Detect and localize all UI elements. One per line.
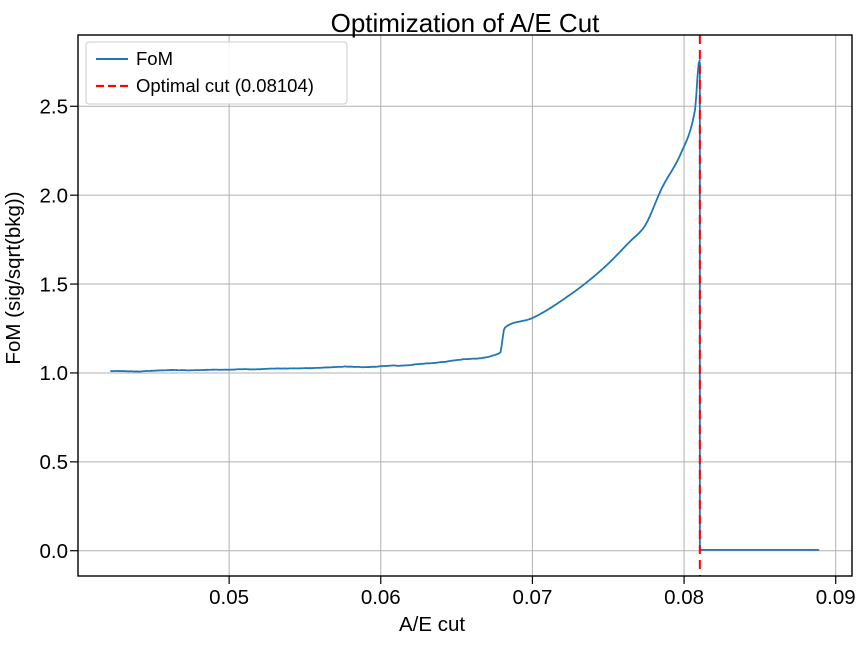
svg-text:0.07: 0.07 [512,586,552,609]
svg-text:0.5: 0.5 [40,451,69,474]
svg-text:FoM: FoM [136,48,173,69]
svg-text:0.06: 0.06 [361,586,401,609]
svg-text:0.0: 0.0 [40,540,69,563]
svg-text:0.08: 0.08 [664,586,704,609]
svg-text:1.0: 1.0 [40,362,69,385]
svg-text:0.09: 0.09 [816,586,856,609]
svg-text:Optimal cut (0.08104): Optimal cut (0.08104) [136,75,314,96]
svg-text:0.05: 0.05 [209,586,249,609]
svg-text:1.5: 1.5 [40,273,69,296]
svg-text:2.5: 2.5 [40,96,69,119]
svg-text:2.0: 2.0 [40,185,69,208]
